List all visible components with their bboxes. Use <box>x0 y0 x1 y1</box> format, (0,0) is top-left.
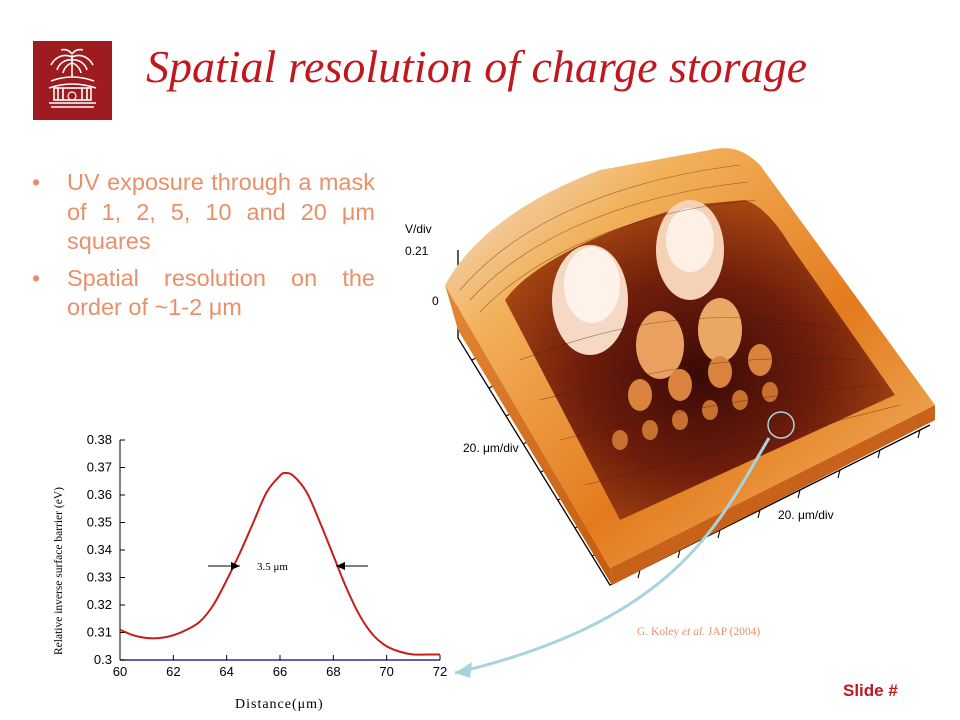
y-tick-label: 0.31 <box>87 625 112 640</box>
afm-ylabel: 20. μm/div <box>778 508 834 522</box>
annotation-label: 3.5 μm <box>257 561 288 573</box>
bullet-list: • UV exposure through a mask of 1, 2, 5,… <box>30 168 375 330</box>
slide-number: Slide # <box>843 681 898 700</box>
x-tick-label: 60 <box>113 664 127 679</box>
x-axis-label: Distance(μm) <box>235 697 324 712</box>
x-tick-label: 66 <box>273 664 287 679</box>
chart-series-line <box>119 471 440 656</box>
y-tick-label: 0.37 <box>87 460 112 475</box>
slide-title: Spatial resolution of charge storage <box>146 41 808 92</box>
university-logo <box>33 41 112 120</box>
y-tick-label: 0.3 <box>94 652 112 667</box>
citation-etal: et al. <box>682 626 706 638</box>
bullet-item: • UV exposure through a mask of 1, 2, 5,… <box>30 168 375 257</box>
afm-ztick-top: 0.21 <box>405 244 429 258</box>
y-axis-label: Relative inverse surface barrier (eV) <box>53 487 65 655</box>
bullet-text: UV exposure through a mask of 1, 2, 5, 1… <box>67 169 375 254</box>
bullet-marker: • <box>32 169 41 195</box>
x-tick-label: 68 <box>326 664 340 679</box>
afm-xlabel: 20. μm/div <box>463 441 519 455</box>
y-tick-label: 0.32 <box>87 597 112 612</box>
citation-journal: JAP (2004) <box>705 626 761 638</box>
y-tick-label: 0.35 <box>87 515 112 530</box>
afm-surface-image: V/div 0.21 0 20. μm/div 20. μm/div <box>405 148 935 586</box>
y-tick-label: 0.34 <box>87 542 112 557</box>
y-tick-label: 0.36 <box>87 487 112 502</box>
chart-ticks: 0.3 0.31 0.32 0.33 0.34 0.35 0.36 0.37 0.38 60 62 6… <box>87 432 448 679</box>
citation: G. Koley et al. JAP (2004) <box>637 626 760 638</box>
bullet-item: • Spatial resolution on the order of ~1-… <box>30 264 375 323</box>
citation-authors: G. Koley <box>637 626 683 638</box>
chart-axes <box>119 440 440 661</box>
x-tick-label: 72 <box>433 664 447 679</box>
y-tick-label: 0.38 <box>87 432 112 447</box>
afm-ztick-bottom: 0 <box>432 294 439 308</box>
x-tick-label: 70 <box>379 664 393 679</box>
fwhm-annotation: 3.5 μm <box>208 561 368 573</box>
afm-zlabel: V/div <box>405 222 432 236</box>
profile-chart: 0.3 0.31 0.32 0.33 0.34 0.35 0.36 0.37 0.38 60 62 6… <box>53 432 448 712</box>
bullet-marker: • <box>32 264 41 291</box>
x-tick-label: 64 <box>219 664 233 679</box>
y-tick-label: 0.33 <box>87 570 112 585</box>
x-tick-label: 62 <box>166 664 180 679</box>
bullet-text: Spatial resolution on the order of ~1-2 … <box>67 264 375 321</box>
